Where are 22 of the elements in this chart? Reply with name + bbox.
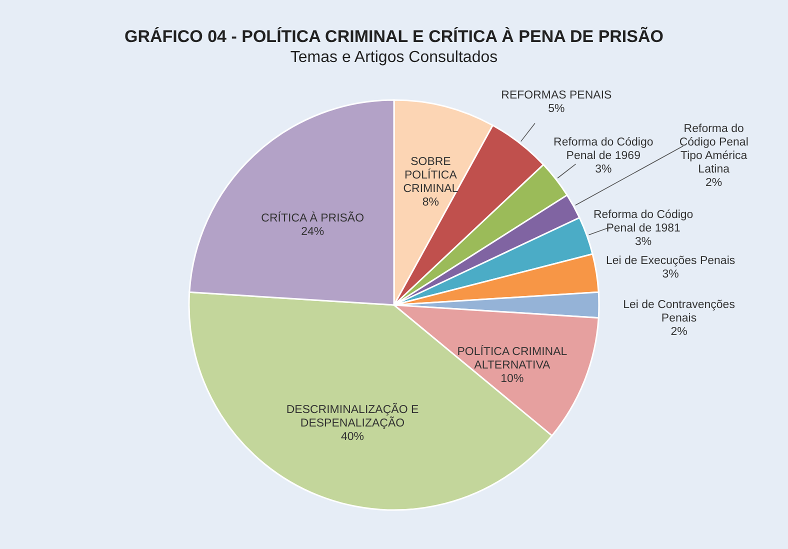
slice-label: Lei de Execuções Penais: [606, 255, 736, 268]
data-label: 2%: [706, 177, 722, 190]
data-label: 5%: [548, 103, 565, 116]
data-label: 10%: [500, 372, 524, 385]
slice-label: DESCRIMINALIZAÇÃO E DESPENALIZAÇÃO: [286, 402, 419, 430]
chart-title: GRÁFICO 04 - POLÍTICA CRIMINAL E CRÍTICA À PENA DE PRISÃO: [124, 26, 664, 46]
data-label: 40%: [340, 430, 364, 443]
slice-label: POLÍTICA CRIMINAL ALTERNATIVA: [457, 344, 568, 372]
data-label: 3%: [662, 268, 679, 281]
data-label: 8%: [422, 196, 440, 209]
chart-subtitle: Temas e Artigos Consultados: [290, 49, 498, 66]
slice-label: Reforma do Código Penal Tipo América Latina: [679, 123, 748, 176]
slice-label: Reforma do Código Penal de 1969: [554, 136, 654, 162]
data-label: 3%: [635, 236, 652, 248]
slice-label: SOBRE POLÍTICA CRIMINAL: [403, 156, 459, 196]
data-label: 2%: [670, 326, 688, 338]
slice-label: REFORMAS PENAIS: [501, 90, 612, 102]
data-label: 24%: [301, 226, 324, 238]
data-label: 3%: [595, 164, 612, 176]
slice-label: Lei de Contravenções Penais: [623, 299, 736, 324]
slice-label: Reforma do Código Penal de 1981: [593, 209, 694, 235]
slice-label: CRÍTICA À PRISÃO: [261, 210, 364, 224]
